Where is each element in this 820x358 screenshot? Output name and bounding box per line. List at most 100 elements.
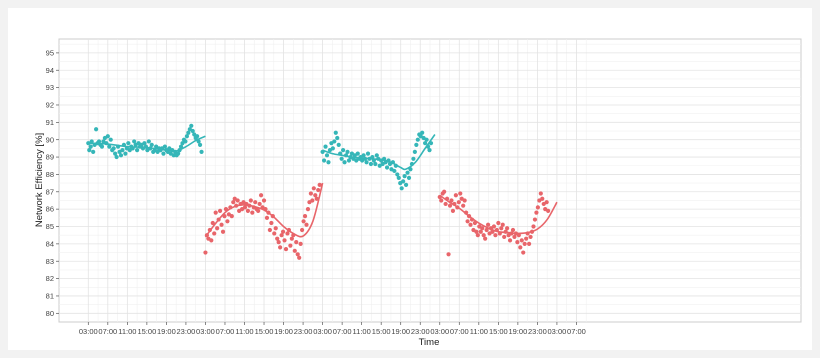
data-point-segment-2 [210, 220, 215, 226]
data-point-segment-4 [499, 226, 504, 231]
data-point-segment-2 [261, 198, 267, 203]
data-point-segment-1 [184, 134, 189, 139]
data-point-segment-4 [529, 229, 535, 234]
data-point-segment-4 [442, 189, 447, 194]
y-tick-label: 84 [46, 239, 54, 248]
data-point-segment-2 [301, 219, 306, 224]
data-point-segment-2 [258, 193, 264, 198]
data-point-segment-4 [483, 236, 488, 241]
y-tick-label: 80 [46, 309, 54, 318]
data-point-segment-2 [253, 200, 258, 205]
major-gridlines [59, 39, 801, 322]
x-axis-title: Time [419, 337, 440, 348]
data-point-segment-3 [374, 153, 379, 158]
data-point-segment-4 [538, 191, 543, 196]
y-tick-label: 85 [46, 222, 54, 231]
data-point-segment-4 [481, 233, 486, 238]
y-tick-label: 92 [46, 101, 54, 110]
y-tick-label: 90 [46, 135, 54, 144]
data-point-segment-2 [266, 210, 271, 215]
data-point-segment-2 [229, 213, 234, 219]
x-tick-label: 23:00 [411, 327, 430, 336]
data-point-segment-3 [414, 142, 419, 148]
y-tick-labels: 80 81 82 83 84 85 86 87 88 89 90 91 92 93 94 95 [46, 48, 59, 318]
data-point-segment-3 [403, 182, 409, 187]
x-tick-label: 19:00 [157, 327, 176, 336]
data-point-segment-3 [335, 135, 340, 141]
data-point-segment-3 [399, 186, 404, 191]
x-tick-label: 03:00 [313, 327, 332, 336]
data-point-segment-4 [546, 208, 551, 213]
data-point-segment-3 [370, 154, 375, 160]
data-point-segment-1 [118, 153, 124, 158]
data-point-segment-2 [213, 210, 218, 215]
data-point-segment-3 [425, 144, 431, 149]
x-tick-label: 07:00 [567, 327, 586, 336]
data-point-segment-2 [272, 231, 277, 236]
data-point-segment-1 [186, 130, 191, 135]
data-point-segment-4 [532, 217, 538, 222]
data-point-segment-2 [289, 236, 294, 241]
data-point-segment-2 [207, 227, 212, 233]
data-point-segment-1 [189, 123, 194, 128]
data-point-segment-4 [503, 229, 508, 234]
data-point-segment-4 [521, 250, 526, 255]
data-point-segment-2 [285, 231, 290, 236]
data-point-segment-2 [292, 248, 297, 253]
data-point-segment-1 [135, 148, 140, 153]
data-point-segment-3 [338, 151, 343, 156]
data-point-segment-2 [300, 227, 305, 233]
data-point-segment-4 [544, 200, 549, 205]
data-point-segment-1 [146, 139, 151, 144]
data-point-segment-3 [423, 141, 428, 146]
data-point-segment-4 [468, 222, 473, 227]
data-point-segment-3 [424, 137, 429, 142]
data-point-segment-2 [212, 231, 217, 236]
data-point-segment-2 [317, 182, 322, 187]
data-point-segment-3 [345, 149, 350, 154]
data-point-segment-4 [490, 229, 495, 234]
data-point-segment-4 [540, 196, 545, 201]
data-point-segment-1 [88, 144, 93, 149]
x-tick-label: 15:00 [255, 327, 274, 336]
data-point-segment-2 [235, 198, 240, 203]
data-point-segment-3 [346, 158, 352, 163]
data-point-segment-1 [91, 149, 96, 154]
data-point-segment-4 [469, 217, 475, 222]
data-point-segment-2 [291, 233, 296, 238]
chart-frame: 80 81 82 83 84 85 86 87 88 89 90 91 92 93 94 95 03:00 07… [8, 8, 812, 350]
data-point-segment-4 [522, 241, 527, 246]
data-point-segment-3 [428, 141, 434, 146]
data-point-segment-1 [96, 139, 102, 144]
y-tick-label: 83 [46, 257, 54, 266]
data-point-segment-1 [121, 142, 127, 148]
data-point-segment-4 [505, 226, 510, 231]
data-point-segment-1 [143, 144, 148, 149]
data-point-segment-2 [231, 200, 236, 205]
x-tick-label: 23:00 [294, 327, 313, 336]
data-point-segment-3 [373, 161, 378, 167]
data-point-segment-1 [99, 144, 105, 149]
data-point-segment-3 [361, 153, 366, 158]
data-point-segment-1 [190, 128, 195, 134]
data-point-segment-4 [474, 229, 479, 234]
data-point-segment-4 [449, 198, 454, 203]
data-point-segment-4 [478, 229, 483, 234]
x-tick-label: 07:00 [333, 327, 352, 336]
data-point-segment-3 [396, 175, 401, 180]
data-point-segment-2 [269, 220, 274, 226]
data-point-segment-3 [321, 158, 327, 163]
data-point-segment-1 [171, 153, 176, 158]
data-point-segment-4 [509, 231, 514, 236]
data-point-segment-4 [465, 219, 470, 224]
data-point-segment-4 [497, 231, 502, 236]
data-point-segment-2 [267, 227, 272, 233]
data-point-segment-3 [402, 174, 407, 179]
data-point-segment-3 [412, 149, 417, 154]
data-point-segment-2 [288, 243, 293, 248]
data-point-segment-4 [519, 238, 524, 243]
data-point-segment-4 [518, 245, 523, 250]
data-point-segment-3 [386, 158, 391, 163]
data-point-segment-2 [283, 246, 289, 252]
